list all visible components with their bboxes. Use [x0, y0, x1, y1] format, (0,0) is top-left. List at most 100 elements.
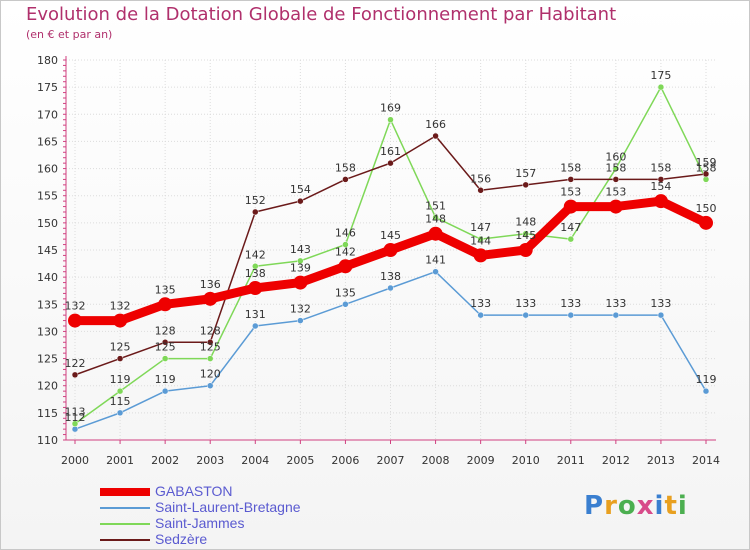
- data-label: 128: [155, 324, 176, 337]
- data-point: [161, 339, 169, 346]
- line-chart: 110 115 120 125 130 135 140 145 150 155 160 165 170 1…: [37, 54, 720, 467]
- data-label: 119: [696, 373, 717, 386]
- data-label: 154: [290, 183, 311, 196]
- x-tick-label: 2002: [151, 454, 179, 467]
- data-point: [206, 339, 214, 346]
- data-label: 148: [515, 216, 536, 229]
- chart-subtitle: (en € et par an): [26, 28, 113, 41]
- data-point: [113, 313, 128, 328]
- data-point: [203, 291, 218, 306]
- legend-item-sedzere: Sedzère: [100, 531, 360, 548]
- data-label: 138: [380, 270, 401, 283]
- x-tick-label: 2009: [467, 454, 495, 467]
- data-point: [432, 214, 439, 221]
- data-label: 143: [290, 243, 311, 256]
- data-point: [161, 387, 169, 395]
- data-label: 161: [380, 145, 401, 158]
- data-label: 151: [425, 199, 446, 212]
- data-point: [702, 387, 710, 395]
- data-point: [522, 311, 529, 319]
- data-label: 133: [560, 297, 581, 310]
- data-label: 133: [470, 297, 491, 310]
- data-label: 141: [425, 254, 446, 267]
- data-label: 125: [200, 341, 221, 354]
- x-tick-label: 2013: [647, 454, 675, 467]
- data-label: 166: [425, 118, 446, 131]
- data-label: 158: [696, 161, 717, 174]
- data-point: [657, 83, 665, 91]
- data-label: 112: [65, 411, 86, 424]
- data-point: [608, 199, 623, 214]
- data-label: 132: [110, 300, 131, 313]
- data-point: [522, 181, 529, 189]
- logo-letter: i: [654, 491, 665, 521]
- data-point: [567, 311, 575, 319]
- data-label: 150: [696, 202, 717, 215]
- y-tick-label: 130: [37, 325, 58, 338]
- x-tick-label: 2003: [196, 454, 224, 467]
- data-point: [567, 235, 575, 243]
- data-label: 128: [200, 324, 221, 337]
- data-label: 131: [245, 308, 266, 321]
- data-label: 136: [200, 278, 221, 291]
- data-point: [297, 197, 304, 205]
- data-label: 148: [425, 213, 446, 226]
- x-tick-label: 2006: [331, 454, 359, 467]
- data-point: [252, 322, 259, 330]
- data-point: [387, 284, 394, 292]
- axes: 110 115 120 125 130 135 140 145 150 155 160 165 170 1…: [37, 54, 720, 467]
- data-point: [477, 311, 484, 319]
- y-tick-label: 165: [37, 135, 58, 148]
- data-label: 154: [650, 180, 671, 193]
- data-label: 152: [245, 194, 266, 207]
- data-label: 115: [110, 395, 131, 408]
- data-label: 145: [380, 229, 401, 242]
- x-tick-label: 2005: [286, 454, 314, 467]
- legend-label: Saint-Jammes: [155, 515, 245, 531]
- data-point: [432, 132, 439, 140]
- y-tick-label: 170: [37, 108, 58, 121]
- data-label: 153: [605, 186, 626, 199]
- logo-letter: r: [604, 491, 618, 521]
- data-label: 146: [335, 227, 356, 240]
- data-point: [699, 215, 713, 230]
- y-tick-label: 145: [37, 244, 58, 257]
- series-group: [68, 83, 713, 433]
- data-label: 133: [605, 297, 626, 310]
- data-label: 158: [335, 161, 356, 174]
- data-label: 175: [650, 69, 671, 82]
- data-label: 147: [470, 221, 491, 234]
- legend-label: GABASTON: [155, 483, 233, 499]
- data-label: 142: [245, 248, 266, 261]
- data-point: [71, 371, 79, 379]
- logo-letter: P: [584, 491, 605, 521]
- data-label: 158: [605, 161, 626, 174]
- data-label: 138: [245, 267, 266, 280]
- y-tick-label: 110: [37, 434, 58, 447]
- data-label: 139: [290, 262, 311, 275]
- data-point: [116, 409, 124, 417]
- data-point: [428, 226, 443, 241]
- data-point: [293, 275, 308, 290]
- data-point: [612, 176, 620, 183]
- data-point: [297, 317, 304, 324]
- data-label: 119: [155, 373, 176, 386]
- data-label: 144: [470, 234, 491, 247]
- y-tick-label: 120: [37, 380, 58, 393]
- data-label: 133: [650, 297, 671, 310]
- data-point: [248, 281, 263, 295]
- data-label: 120: [200, 368, 221, 381]
- data-point: [161, 355, 169, 362]
- data-point: [612, 165, 620, 172]
- data-point: [252, 263, 259, 270]
- data-labels: 112 115 119 120 131 132 135 138 141 133 133 133 133 1…: [65, 69, 717, 424]
- data-point: [206, 382, 214, 389]
- data-label: 153: [560, 186, 581, 199]
- proxiti-logo: Proxiti: [584, 491, 688, 521]
- data-label: 145: [515, 229, 536, 242]
- data-label: 113: [65, 406, 86, 419]
- x-tick-label: 2010: [512, 454, 540, 467]
- data-label: 135: [335, 286, 356, 299]
- x-tick-label: 2004: [241, 454, 269, 467]
- y-tick-label: 115: [37, 407, 58, 420]
